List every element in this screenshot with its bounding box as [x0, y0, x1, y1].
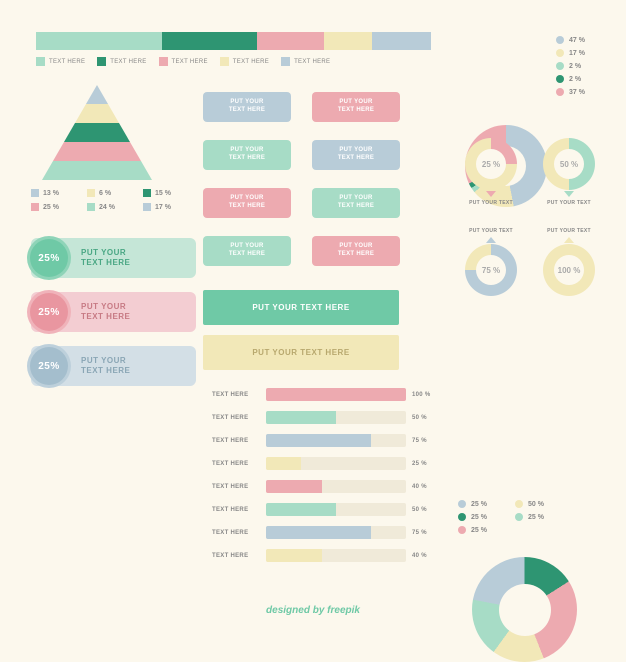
credit-line: designed by freepik [0, 605, 626, 616]
circle-badge-list: 25%PUT YOURTEXT HERE25%PUT YOURTEXT HERE… [31, 238, 196, 400]
pyramid-legend: 13 %6 %15 %25 %24 %17 % [31, 189, 199, 217]
top-bar-legend: TEXT HERETEXT HERETEXT HERETEXT HERETEXT… [36, 57, 342, 66]
progress-bars: TEXT HERE100 %TEXT HERE50 %TEXT HERE75 %… [212, 388, 431, 572]
top-segmented-bar [36, 32, 431, 50]
